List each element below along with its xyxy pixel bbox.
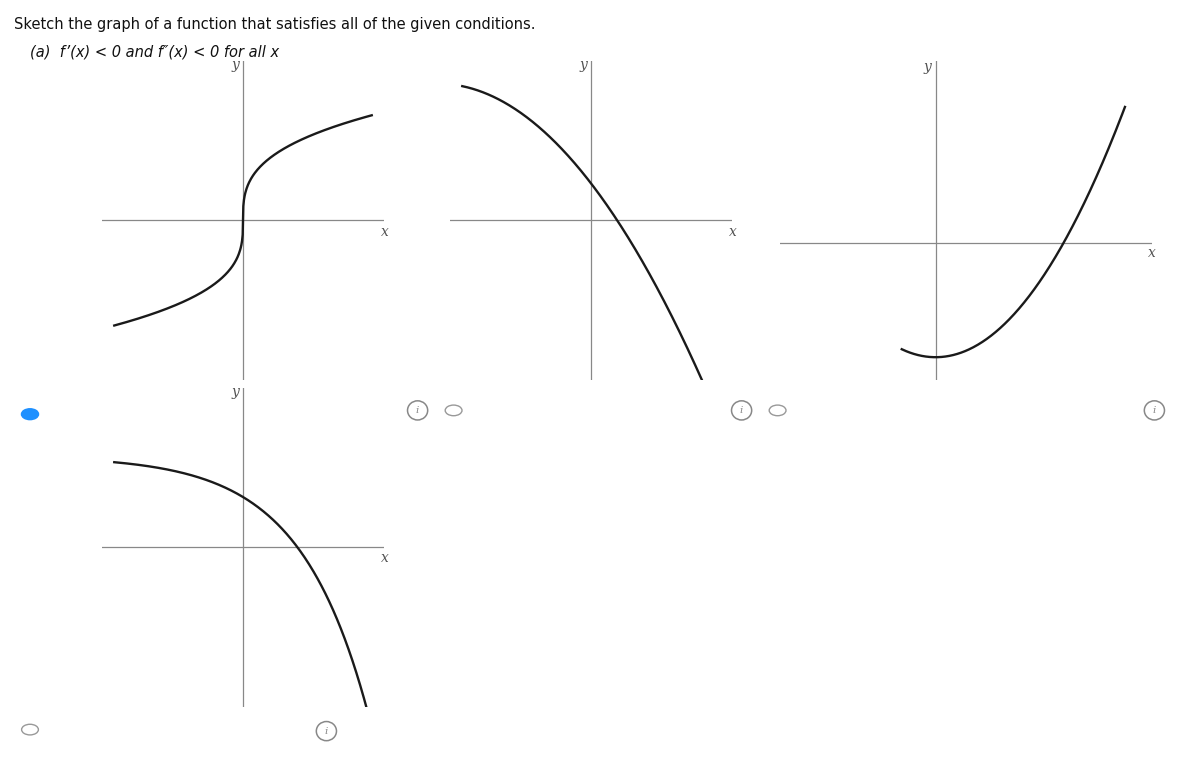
Text: Sketch the graph of a function that satisfies all of the given conditions.: Sketch the graph of a function that sati…	[14, 17, 536, 32]
Text: x: x	[1147, 245, 1156, 260]
Text: y: y	[232, 58, 240, 72]
Text: y: y	[232, 385, 240, 399]
Text: y: y	[580, 58, 588, 72]
Text: (a)  f’(x) < 0 and f″(x) < 0 for all x: (a) f’(x) < 0 and f″(x) < 0 for all x	[30, 44, 280, 59]
Text: i: i	[416, 406, 419, 415]
Text: x: x	[382, 224, 389, 239]
Text: i: i	[325, 727, 328, 736]
Text: x: x	[382, 551, 389, 565]
Text: i: i	[740, 406, 743, 415]
Text: y: y	[924, 59, 931, 74]
Text: x: x	[730, 224, 737, 239]
Text: i: i	[1153, 406, 1156, 415]
